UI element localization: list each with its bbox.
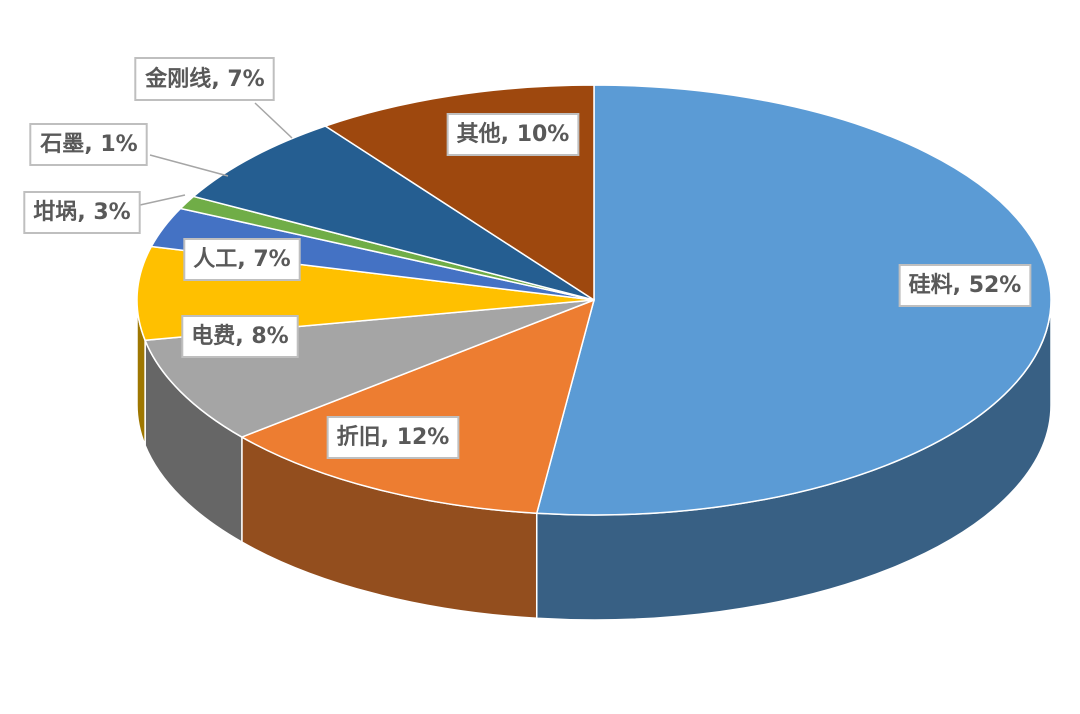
label-separator: , [501,122,517,147]
value-label: 8% [251,324,288,349]
value-label: 7% [227,67,264,92]
label-separator: , [84,132,100,157]
label-box [183,238,301,281]
value-label: 52% [969,273,1022,298]
category-label: 折旧 [337,425,381,450]
label-separator: , [235,324,251,349]
value-label: 7% [253,247,290,272]
label-separator: , [381,425,397,450]
label-box [181,315,299,358]
label-separator: , [953,273,969,298]
category-label: 其他 [457,122,501,147]
label-box [446,113,580,156]
category-label: 电费 [191,324,235,349]
label-box [898,264,1032,307]
label-box [134,57,275,101]
data-label: 折旧, 12% [337,425,450,450]
value-label: 1% [100,132,137,157]
label-box [326,416,460,459]
label-separator: , [77,200,93,225]
category-label: 人工 [193,247,237,272]
value-label: 12% [397,425,450,450]
category-label: 金刚线 [144,66,211,92]
data-label: 坩埚, 3% [33,200,130,225]
label-separator: , [237,247,253,272]
value-label: 10% [517,122,570,147]
category-label: 石墨 [39,132,84,157]
data-label: 其他, 10% [457,122,570,147]
leader-line [254,102,293,139]
label-box [29,123,148,166]
data-label: 硅料, 52% [909,273,1022,298]
data-label: 电费, 8% [191,324,288,349]
data-label: 金刚线, 7% [144,66,264,92]
category-label: 硅料 [909,273,953,298]
label-box [23,191,141,234]
category-label: 坩埚 [33,200,77,225]
label-separator: , [211,67,227,92]
pie-slice [535,84,1052,516]
data-label: 人工, 7% [193,247,290,272]
leader-line [139,194,186,206]
leader-line [149,154,229,177]
data-label: 石墨, 1% [39,132,137,157]
value-label: 3% [93,200,130,225]
pie-slice [240,298,596,515]
pie-slice [191,125,595,301]
